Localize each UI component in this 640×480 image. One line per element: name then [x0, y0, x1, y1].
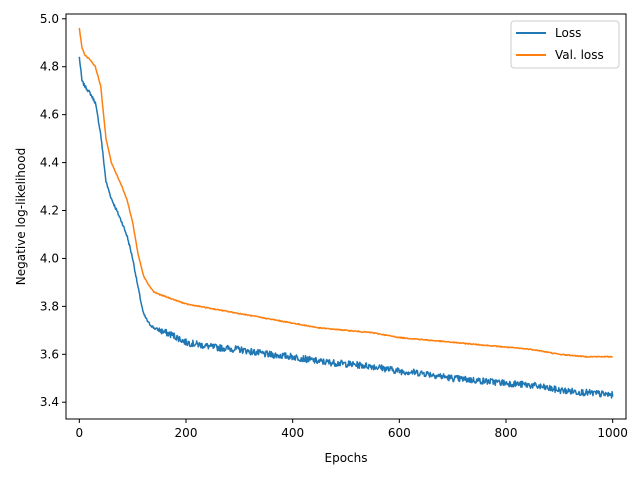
- series-line-val-loss: [78, 27, 613, 358]
- y-tick-label: 4.2: [40, 204, 59, 218]
- series-line-loss: [78, 56, 614, 399]
- y-axis-label: Negative log-likelihood: [14, 148, 28, 285]
- x-axis: 0 200 400 600 800 1000: [76, 419, 628, 440]
- y-tick-label: 3.4: [40, 395, 59, 409]
- x-axis-label: Epochs: [325, 451, 368, 465]
- series-layer: [78, 27, 614, 399]
- y-tick-label: 3.8: [40, 299, 59, 313]
- y-tick-label: 3.6: [40, 347, 59, 361]
- x-tick-label: 0: [76, 426, 84, 440]
- x-tick-label: 1000: [597, 426, 628, 440]
- legend-label: Loss: [555, 26, 581, 40]
- x-tick-label: 200: [175, 426, 198, 440]
- y-tick-label: 4.8: [40, 60, 59, 74]
- legend: Loss Val. loss: [510, 20, 620, 69]
- legend-label: Val. loss: [555, 48, 604, 62]
- x-tick-label: 600: [388, 426, 411, 440]
- plot-frame: [65, 13, 627, 420]
- y-tick-label: 4.0: [40, 251, 59, 265]
- y-tick-label: 5.0: [40, 12, 59, 26]
- y-axis: 3.4 3.6 3.8 4.0 4.2 4.4 4.6 4.8 5.0: [40, 12, 66, 409]
- x-tick-label: 800: [495, 426, 518, 440]
- y-tick-label: 4.6: [40, 108, 59, 122]
- y-tick-label: 4.4: [40, 156, 59, 170]
- x-tick-label: 400: [281, 426, 304, 440]
